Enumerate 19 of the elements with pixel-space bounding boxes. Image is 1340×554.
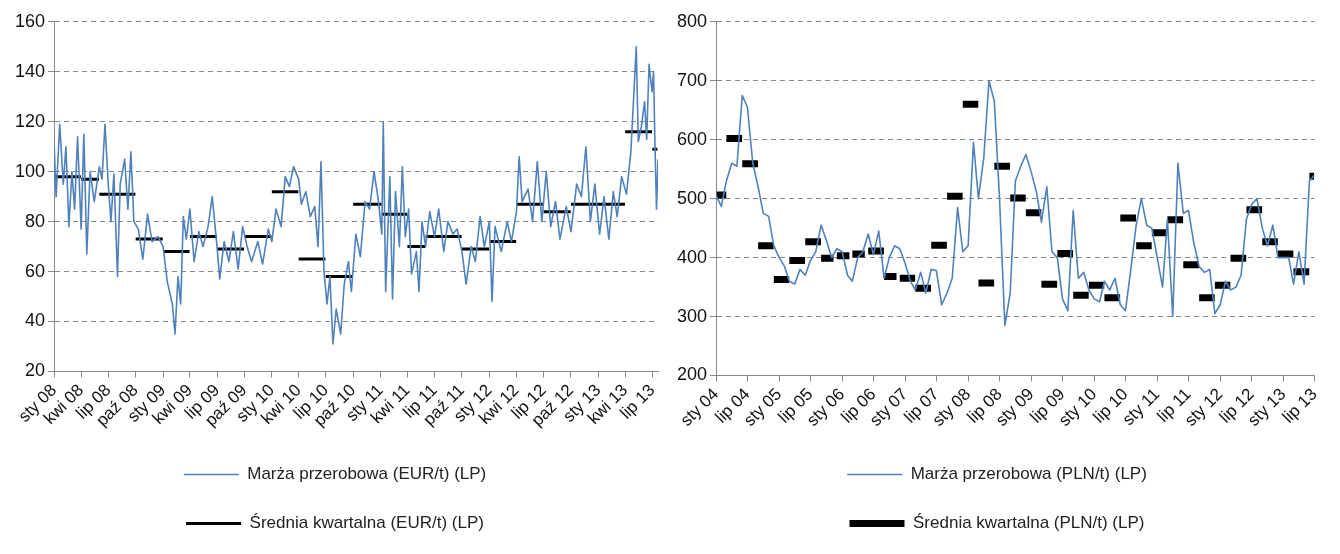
y-tick-label: 500 xyxy=(676,187,708,208)
y-tick-label: 140 xyxy=(14,60,46,81)
legend-label: Marża przerobowa (PLN/t) (LP) xyxy=(910,464,1147,484)
y-tick-label: 200 xyxy=(676,364,708,385)
y-tick-label: 20 xyxy=(25,360,46,381)
y-tick-label: 700 xyxy=(676,69,708,90)
y-tick-label: 160 xyxy=(14,10,46,31)
legend-label: Średnia kwartalna (PLN/t) (LP) xyxy=(913,513,1145,533)
y-tick-label: 60 xyxy=(25,260,46,281)
y-tick-label: 80 xyxy=(25,210,46,231)
y-tick-label: 800 xyxy=(676,10,708,31)
legend-label: Średnia kwartalna (EUR/t) (LP) xyxy=(249,513,484,533)
y-tick-label: 100 xyxy=(14,160,46,181)
y-tick-label: 600 xyxy=(676,128,708,149)
legend-label: Marża przerobowa (EUR/t) (LP) xyxy=(247,464,487,484)
y-tick-label: 400 xyxy=(676,246,708,267)
y-tick-label: 300 xyxy=(676,305,708,326)
y-tick-label: 120 xyxy=(14,110,46,131)
y-tick-label: 40 xyxy=(25,310,46,331)
